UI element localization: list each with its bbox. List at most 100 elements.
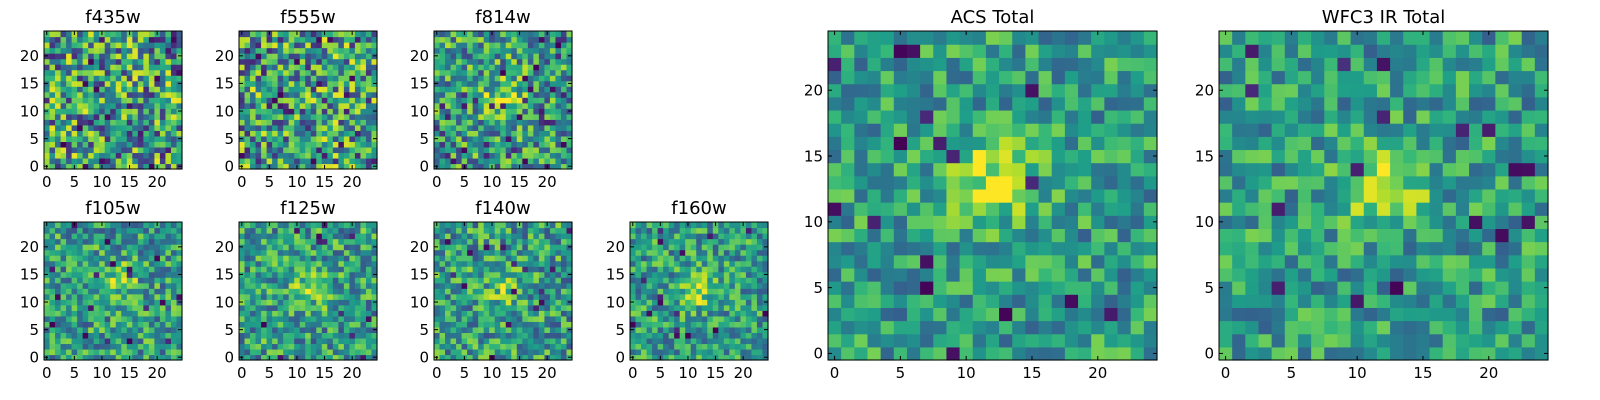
heatmap-cell xyxy=(332,310,339,317)
heatmap-cell xyxy=(505,42,512,49)
heatmap-cell xyxy=(668,238,675,245)
heatmap-cell xyxy=(294,299,301,306)
heatmap-cell xyxy=(143,315,150,322)
heatmap-cell xyxy=(99,337,106,345)
heatmap-cell xyxy=(159,152,167,159)
heatmap-cell xyxy=(310,310,317,317)
heatmap-cell xyxy=(630,260,637,267)
heatmap-cell xyxy=(516,124,523,131)
heatmap-cell xyxy=(489,299,496,306)
heatmap-cell xyxy=(137,97,144,104)
heatmap-cell xyxy=(354,80,362,87)
heatmap-cell xyxy=(104,64,111,71)
heatmap-cell xyxy=(456,135,463,142)
heatmap-cell xyxy=(170,58,178,65)
heatmap-cell xyxy=(272,304,279,311)
heatmap-cell xyxy=(66,119,73,126)
heatmap-cell xyxy=(522,277,529,284)
heatmap-cell xyxy=(867,281,882,295)
heatmap-cell xyxy=(946,320,961,335)
heatmap-cell xyxy=(71,97,78,104)
heatmap-cell xyxy=(115,157,122,165)
heatmap-cell xyxy=(327,315,334,322)
heatmap-cell xyxy=(740,348,747,356)
heatmap-cell xyxy=(538,157,545,165)
heatmap-cell xyxy=(299,244,306,251)
heatmap-cell xyxy=(549,310,557,317)
heatmap-cell xyxy=(316,326,323,333)
heatmap-cell xyxy=(1025,162,1040,177)
heatmap-cell xyxy=(277,343,284,350)
heatmap-cell xyxy=(88,152,95,159)
heatmap-cell xyxy=(154,233,161,240)
heatmap-cell xyxy=(756,271,764,278)
heatmap-cell xyxy=(434,260,441,267)
heatmap-cell xyxy=(371,337,378,345)
heatmap-cell xyxy=(132,124,139,131)
heatmap-cell xyxy=(472,288,479,295)
heatmap-cell xyxy=(472,36,479,43)
heatmap-cell xyxy=(456,348,463,356)
heatmap-cell xyxy=(538,64,545,71)
heatmap-cell xyxy=(170,64,178,71)
heatmap-cell xyxy=(635,288,642,295)
heatmap-cell xyxy=(999,307,1013,322)
heatmap-cell xyxy=(500,332,507,339)
plot-frame xyxy=(629,221,769,361)
heatmap-cell xyxy=(104,277,111,284)
heatmap-cell xyxy=(533,244,540,251)
heatmap-cell xyxy=(115,332,122,339)
heatmap-cell xyxy=(239,157,246,165)
heatmap-cell xyxy=(522,135,529,142)
heatmap-cell xyxy=(439,227,446,234)
heatmap-cell xyxy=(88,266,95,273)
heatmap-cell xyxy=(494,282,501,289)
heatmap-cell xyxy=(316,249,323,256)
heatmap-cell xyxy=(126,332,133,339)
heatmap-cell xyxy=(544,255,551,262)
heatmap-cell xyxy=(723,354,730,361)
heatmap-cell xyxy=(126,130,133,137)
heatmap-cell xyxy=(456,108,463,115)
heatmap-cell xyxy=(176,146,183,154)
heatmap-cell xyxy=(305,80,312,87)
heatmap-cell xyxy=(126,141,133,148)
heatmap-cell xyxy=(549,119,557,126)
heatmap-cell xyxy=(104,227,111,234)
heatmap-cell xyxy=(104,108,111,115)
heatmap-cell xyxy=(343,266,350,273)
heatmap-cell xyxy=(1025,228,1040,243)
heatmap-cell xyxy=(500,321,507,328)
heatmap-cell xyxy=(165,42,172,49)
heatmap-cell xyxy=(288,163,295,170)
heatmap-cell xyxy=(159,157,167,165)
heatmap-cell xyxy=(696,348,703,356)
heatmap-cell xyxy=(690,332,697,339)
heatmap-cell xyxy=(170,337,178,345)
heatmap-cell xyxy=(349,271,356,278)
heatmap-cell xyxy=(1117,228,1132,243)
heatmap-cell xyxy=(148,249,155,256)
heatmap-cell xyxy=(327,47,334,54)
heatmap-cell xyxy=(338,58,345,65)
heatmap-cell xyxy=(99,108,106,115)
heatmap-cell xyxy=(66,288,73,295)
heatmap-cell xyxy=(82,266,89,273)
heatmap-cell xyxy=(880,281,895,295)
heatmap-cell xyxy=(255,233,262,240)
heatmap-cell xyxy=(1064,333,1079,348)
heatmap-cell xyxy=(349,130,356,137)
heatmap-cell xyxy=(751,326,758,333)
heatmap-cell xyxy=(434,348,441,356)
heatmap-cell xyxy=(250,238,257,245)
heatmap-cell xyxy=(126,152,133,159)
heatmap-cell xyxy=(239,337,246,345)
plot-frame xyxy=(43,221,183,361)
heatmap-cell xyxy=(349,80,356,87)
heatmap-cell xyxy=(115,271,122,278)
heatmap-cell xyxy=(277,86,284,93)
heatmap-cell xyxy=(66,36,73,43)
heatmap-cell xyxy=(60,244,67,251)
heatmap-cell xyxy=(544,249,551,256)
heatmap-cell xyxy=(272,326,279,333)
